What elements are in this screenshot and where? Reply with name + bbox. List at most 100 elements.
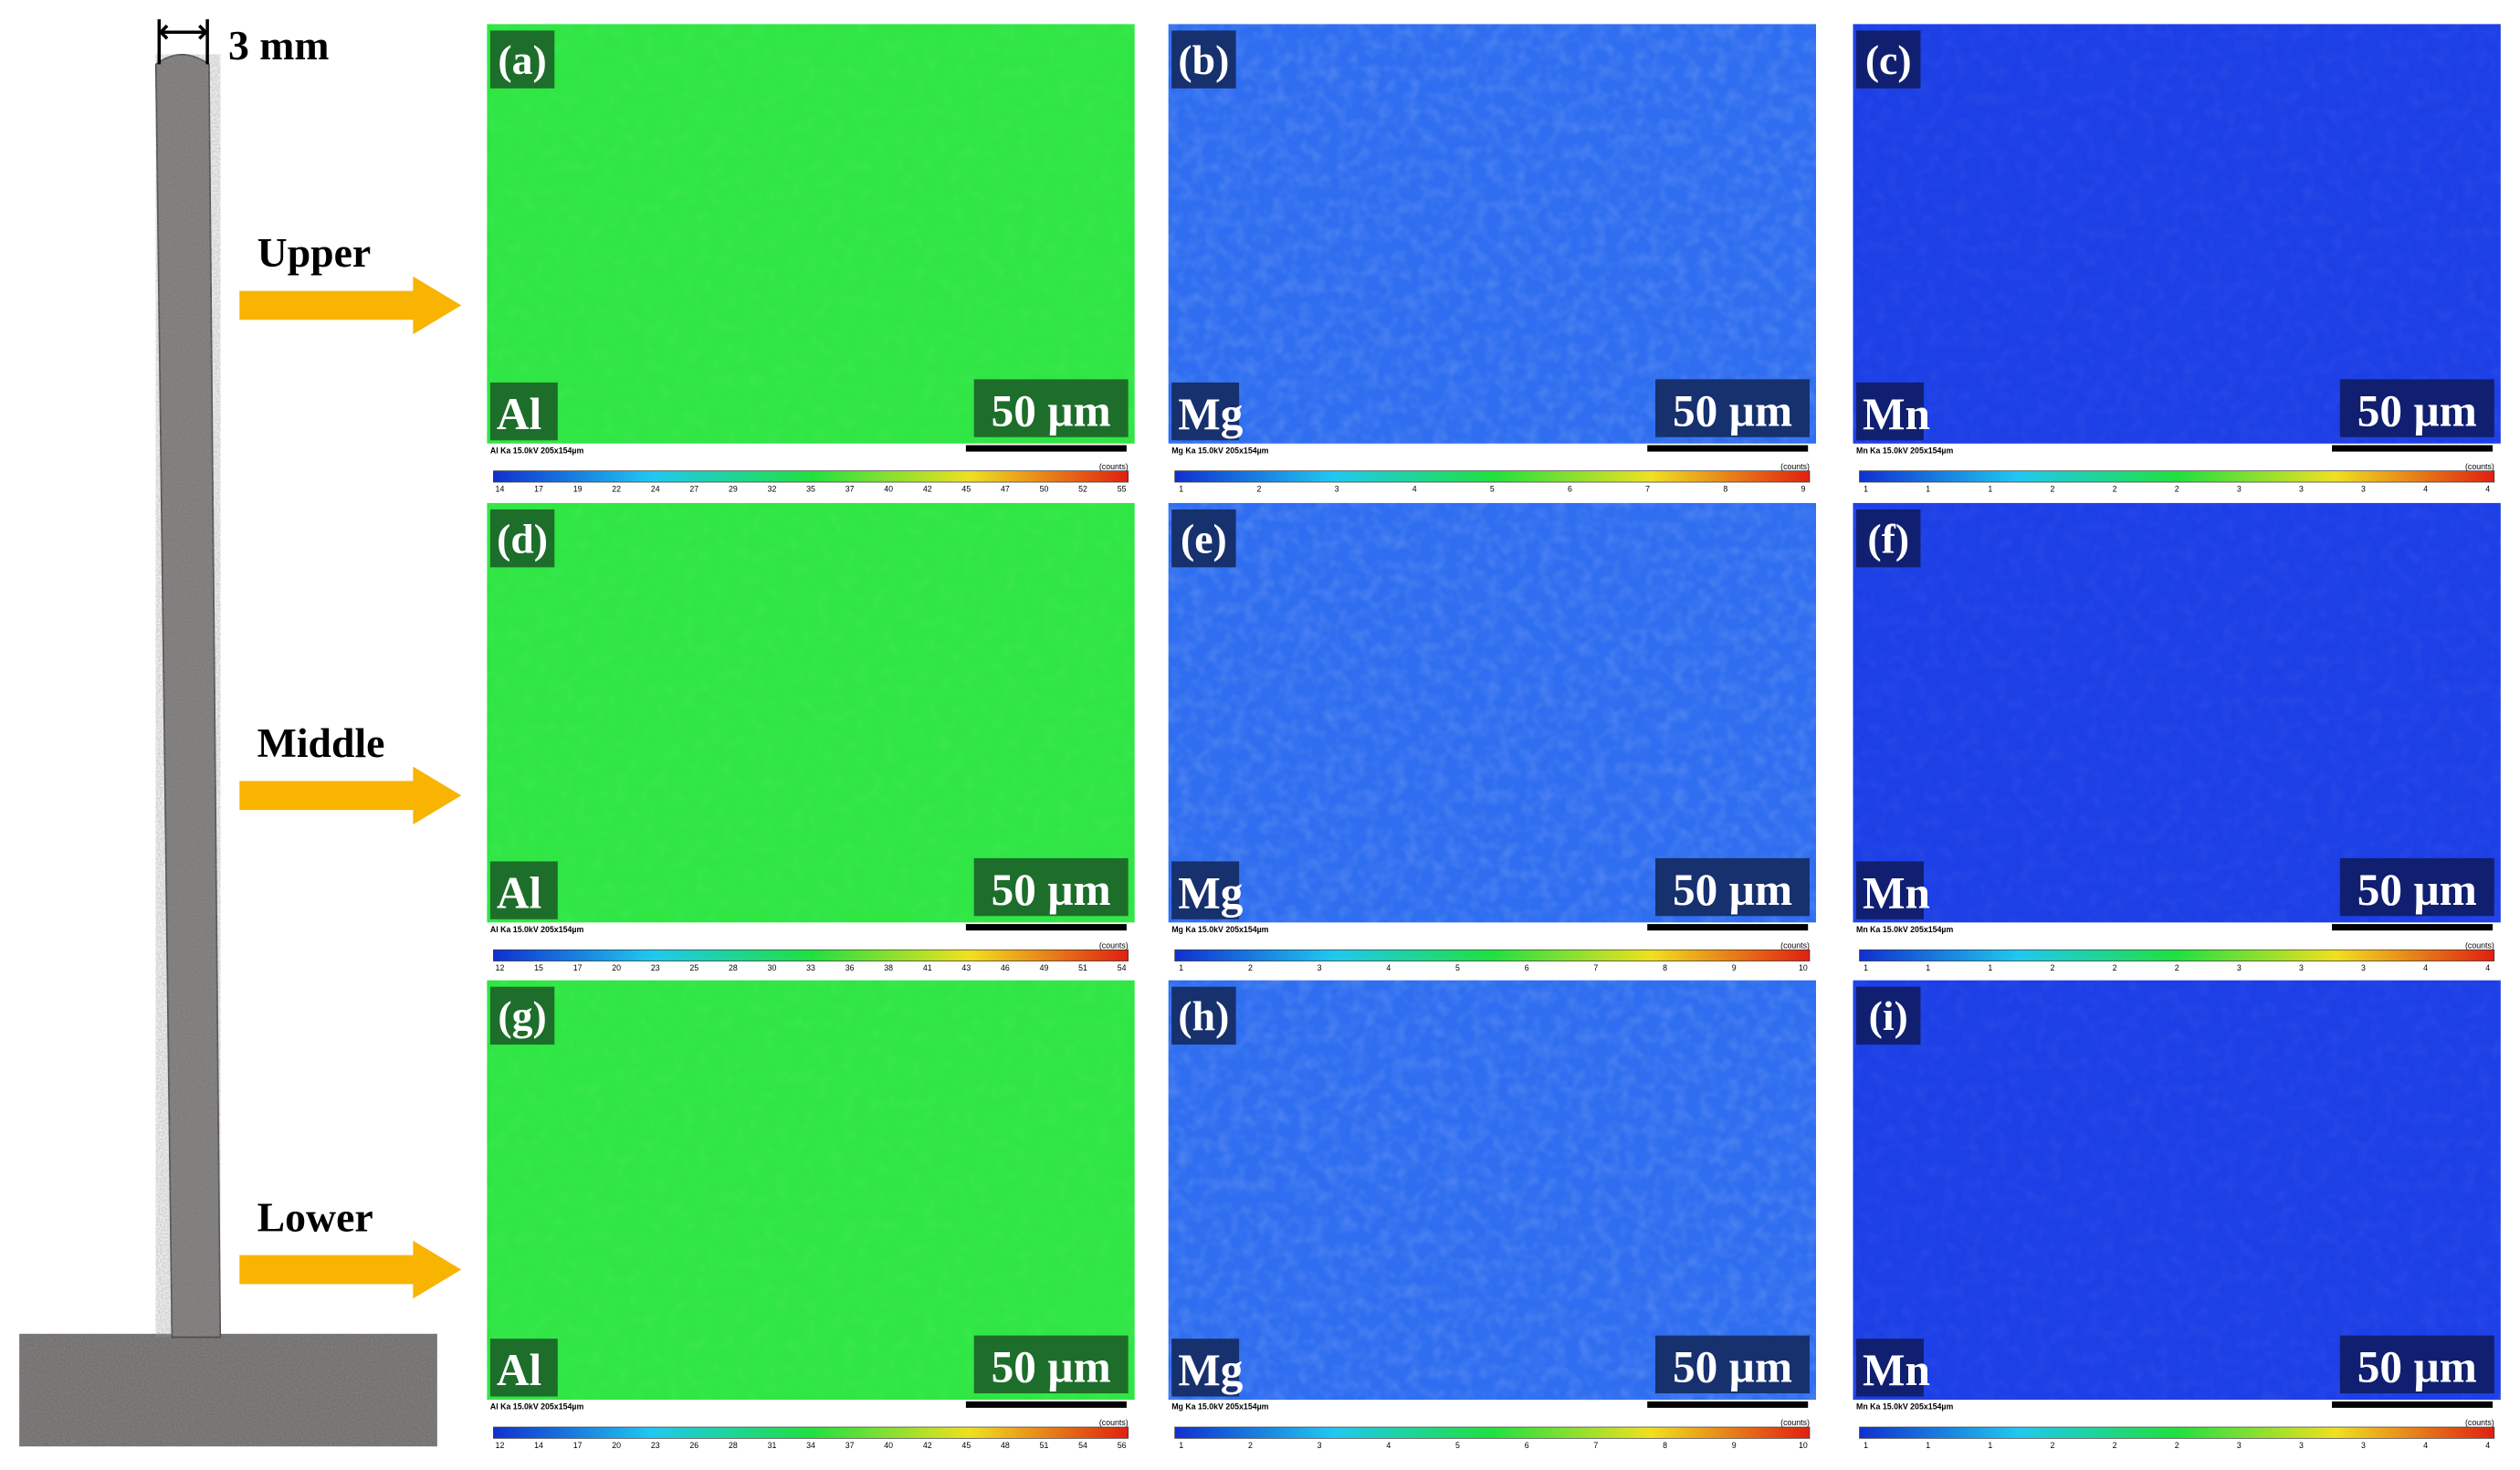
map-caption: Mn Ka 15.0kV 205x154µm	[1856, 1402, 1953, 1412]
colorbar-tick: 22	[612, 485, 621, 494]
colorbar-tick: 2	[2050, 1441, 2054, 1450]
colorbar-tick: 8	[1663, 1441, 1667, 1450]
colorbar-tick: 25	[689, 963, 698, 972]
colorbar-tick: 3	[2299, 963, 2304, 972]
colorbar-tick: 3	[2299, 485, 2304, 494]
colorbar-units: (counts)	[2465, 462, 2494, 471]
scale-bar	[2332, 1401, 2494, 1408]
sample-base-texture	[19, 1333, 437, 1447]
scale-bar	[965, 924, 1127, 931]
colorbar-tick: 33	[806, 963, 815, 972]
scale-box	[1654, 1335, 1810, 1394]
scale-label: 50 µm	[992, 1342, 1111, 1392]
row-label: Lower	[257, 1193, 373, 1240]
colorbar-tick: 1	[1864, 1441, 1868, 1450]
colorbar-tick: 20	[612, 1441, 621, 1450]
row-label: Upper	[257, 229, 372, 276]
colorbar-units: (counts)	[2465, 1418, 2494, 1427]
colorbar-tick: 28	[729, 963, 738, 972]
colorbar-tick: 41	[923, 963, 932, 972]
colorbar-tick: 4	[2485, 485, 2490, 494]
element-box	[1856, 861, 1924, 919]
colorbar-tick: 52	[1078, 485, 1087, 494]
scale-bar	[1647, 1401, 1809, 1408]
colorbar-tick: 1	[1179, 963, 1183, 972]
colorbar	[493, 949, 1129, 961]
colorbar-tick: 4	[2423, 963, 2428, 972]
colorbar-tick: 1	[1988, 1441, 1992, 1450]
element-box	[1171, 1339, 1240, 1397]
colorbar-units: (counts)	[1099, 462, 1129, 471]
map-caption: Al Ka 15.0kV 205x154µm	[490, 925, 584, 934]
colorbar-tick: 3	[2361, 1441, 2366, 1450]
colorbar-tick: 5	[1490, 485, 1495, 494]
eds-map-texture	[1853, 980, 2501, 1401]
scale-bar	[2332, 445, 2494, 452]
colorbar-tick: 14	[496, 485, 505, 494]
scale-label: 50 µm	[992, 385, 1111, 436]
panel-letter: (c)	[1865, 37, 1912, 83]
panel-letter: (b)	[1178, 37, 1229, 83]
colorbar-tick: 4	[2423, 485, 2428, 494]
colorbar-tick: 24	[651, 485, 660, 494]
eds-map-texture	[1853, 502, 2501, 923]
colorbar-tick: 50	[1040, 485, 1049, 494]
colorbar-tick: 32	[768, 485, 777, 494]
colorbar-tick: 38	[884, 963, 893, 972]
eds-map-texture	[1168, 980, 1817, 1401]
colorbar-tick: 37	[845, 1441, 855, 1450]
colorbar-tick: 6	[1525, 1441, 1529, 1450]
colorbar	[1174, 1426, 1811, 1439]
colorbar-tick: 4	[1412, 485, 1417, 494]
colorbar-tick: 1	[1926, 1441, 1930, 1450]
colorbar-tick: 3	[2361, 485, 2366, 494]
colorbar	[1174, 949, 1811, 961]
colorbar-tick: 3	[2237, 485, 2242, 494]
colorbar-tick: 8	[1723, 485, 1727, 494]
colorbar-tick: 3	[1318, 1441, 1322, 1450]
colorbar-tick: 8	[1663, 963, 1667, 972]
colorbar-tick: 31	[768, 1441, 777, 1450]
colorbar-tick: 45	[961, 1441, 971, 1450]
colorbar-tick: 54	[1078, 1441, 1087, 1450]
panel-letter: (g)	[498, 992, 546, 1039]
colorbar-tick: 2	[2113, 485, 2117, 494]
colorbar-tick: 2	[1248, 963, 1253, 972]
scale-bar	[1647, 924, 1809, 931]
colorbar-tick: 23	[651, 963, 660, 972]
colorbar-units: (counts)	[1780, 462, 1810, 471]
colorbar-tick: 36	[845, 963, 855, 972]
colorbar-tick: 40	[884, 485, 893, 494]
colorbar-tick: 1	[1864, 485, 1868, 494]
scale-label: 50 µm	[1673, 865, 1792, 915]
colorbar-tick: 7	[1593, 1441, 1598, 1450]
colorbar-tick: 27	[689, 485, 698, 494]
letter-box	[1856, 30, 1921, 89]
colorbar-tick: 1	[1179, 485, 1183, 494]
scale-label: 50 µm	[2357, 865, 2477, 915]
map-caption: Mg Ka 15.0kV 205x154µm	[1171, 925, 1268, 934]
eds-map-texture	[487, 24, 1135, 444]
sample-wall-texture	[155, 54, 221, 1338]
colorbar-tick: 1	[1988, 485, 1992, 494]
colorbar-tick: 46	[1001, 963, 1010, 972]
scale-box	[2339, 1335, 2494, 1394]
colorbar-tick: 20	[612, 963, 621, 972]
colorbar-units: (counts)	[2465, 940, 2494, 950]
colorbar-tick: 3	[1318, 963, 1322, 972]
colorbar-tick: 51	[1078, 963, 1087, 972]
colorbar-tick: 2	[2175, 485, 2179, 494]
scale-box	[973, 857, 1129, 917]
letter-box	[1856, 509, 1921, 568]
colorbar	[1859, 949, 2495, 961]
letter-box	[489, 986, 555, 1045]
colorbar-tick: 1	[1179, 1441, 1183, 1450]
element-box	[1171, 861, 1240, 919]
colorbar-tick: 12	[496, 1441, 505, 1450]
scale-bar	[965, 1401, 1127, 1408]
map-caption: Mg Ka 15.0kV 205x154µm	[1171, 1402, 1268, 1412]
colorbar-tick: 6	[1568, 485, 1572, 494]
colorbar-tick: 19	[573, 485, 583, 494]
